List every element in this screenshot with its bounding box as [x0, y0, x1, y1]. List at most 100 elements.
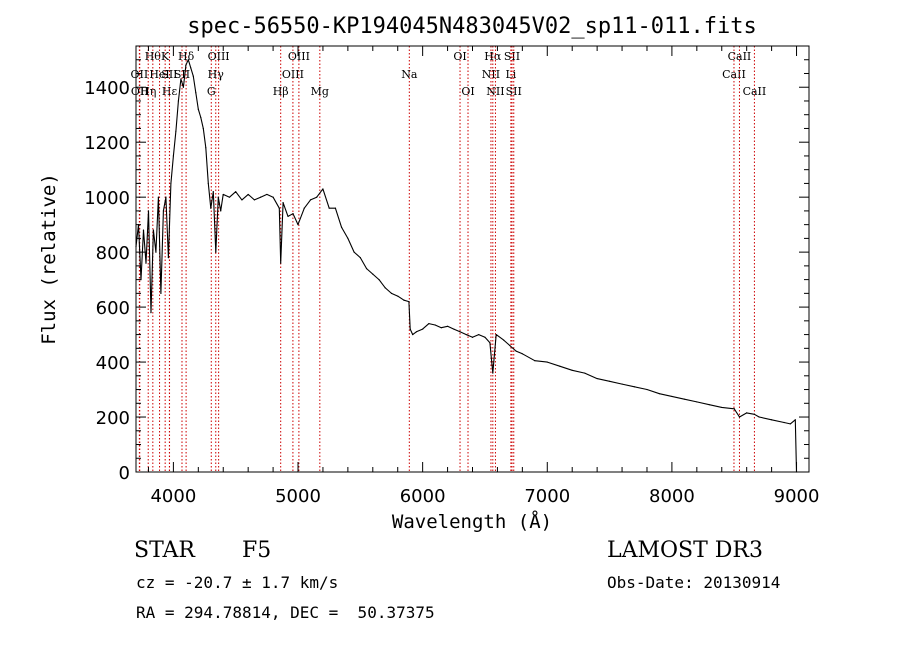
data-point-23 [192, 75, 194, 77]
data-point-59 [359, 257, 361, 259]
data-point-26 [200, 116, 202, 119]
data-point-40 [253, 199, 255, 201]
data-point-68 [409, 328, 411, 330]
data-point-67 [408, 301, 410, 303]
data-point-93 [584, 372, 586, 374]
data-point-90 [546, 361, 548, 363]
data-point-109 [758, 416, 760, 418]
chart-title: spec-56550-KP194045N483045V02_sp11-011.f… [187, 14, 757, 39]
survey-name: LAMOST DR3 [607, 538, 763, 563]
data-point-24 [195, 92, 197, 94]
data-point-94 [596, 377, 598, 380]
data-point-6 [150, 311, 152, 314]
object-subclass: F5 [242, 538, 272, 563]
data-point-71 [422, 328, 424, 330]
data-point-50 [303, 207, 305, 209]
data-point-112 [789, 423, 791, 425]
y-tick-label-0: 0 [119, 463, 130, 484]
data-point-63 [384, 287, 386, 289]
data-point-46 [282, 202, 284, 204]
data-point-97 [633, 386, 636, 388]
line-label-14: OIII [282, 68, 304, 81]
data-point-82 [489, 342, 491, 344]
y-tick-label-6: 1200 [84, 133, 130, 154]
data-point-36 [228, 196, 231, 198]
data-point-75 [446, 325, 449, 327]
line-label-12: OIII [208, 50, 230, 63]
data-point-11 [162, 210, 165, 212]
data-point-18 [180, 78, 182, 80]
data-point-60 [365, 268, 368, 270]
data-point-105 [733, 408, 735, 410]
data-point-66 [403, 299, 405, 301]
line-label-3: Hθ [145, 50, 162, 63]
data-point-74 [440, 327, 442, 329]
line-label-5: K [161, 50, 170, 63]
data-point-92 [571, 369, 573, 371]
data-point-3 [142, 229, 145, 231]
data-point-58 [353, 251, 355, 253]
line-label-25: SII [506, 85, 522, 98]
line-label-2: Hη [140, 85, 156, 98]
data-point-39 [247, 193, 249, 196]
data-point-103 [708, 404, 710, 406]
data-point-8 [155, 251, 157, 253]
x-tick-label-3: 7000 [524, 486, 570, 507]
line-label-13: Hβ [273, 85, 289, 98]
data-point-78 [465, 333, 467, 336]
data-point-13 [167, 257, 170, 259]
data-point-22 [190, 67, 192, 69]
data-point-69 [412, 333, 414, 336]
data-point-111 [783, 421, 785, 424]
data-point-10 [160, 292, 162, 294]
data-point-104 [721, 406, 723, 409]
data-point-88 [521, 353, 523, 355]
line-label-19: OI [461, 85, 474, 98]
x-tick-label-0: 4000 [150, 486, 196, 507]
data-point-27 [202, 127, 204, 130]
data-point-51 [309, 199, 312, 201]
y-tick-label-2: 400 [96, 353, 130, 374]
object-class: STAR [134, 538, 195, 563]
data-point-77 [459, 331, 461, 333]
y-tick-label-4: 800 [96, 243, 130, 264]
line-label-20: NII [482, 68, 500, 81]
data-point-62 [378, 279, 380, 281]
line-label-9: SII [174, 68, 190, 81]
redshift-velocity: cz = -20.7 ± 1.7 km/s [136, 573, 339, 592]
data-point-76 [453, 328, 455, 330]
line-label-22: NII [486, 85, 504, 98]
line-label-7: SII [161, 68, 177, 81]
line-label-28: CaII [743, 85, 767, 98]
data-point-15 [172, 155, 174, 157]
line-label-18: OI [453, 50, 466, 63]
data-point-80 [478, 333, 480, 336]
x-tick-label-5: 9000 [774, 486, 820, 507]
line-label-23: Li [505, 68, 516, 81]
data-point-87 [515, 350, 517, 352]
data-point-70 [415, 331, 418, 333]
data-point-98 [646, 388, 648, 391]
data-point-113 [794, 419, 796, 421]
line-label-1: OII [131, 85, 149, 98]
data-point-61 [372, 273, 374, 275]
data-point-73 [434, 324, 436, 326]
data-point-106 [738, 416, 741, 418]
data-point-33 [217, 196, 219, 198]
data-point-35 [222, 193, 224, 196]
data-point-16 [175, 130, 177, 132]
data-point-45 [280, 262, 282, 264]
data-point-29 [207, 182, 209, 185]
data-point-4 [145, 262, 147, 264]
data-point-38 [241, 199, 243, 201]
y-tick-label-7: 1400 [84, 78, 130, 99]
data-point-96 [621, 383, 623, 385]
data-point-30 [210, 207, 212, 209]
line-label-16: Mg [311, 85, 329, 98]
data-point-83 [492, 372, 494, 374]
data-point-48 [292, 213, 294, 215]
data-point-34 [220, 210, 222, 212]
observation-date: Obs-Date: 20130914 [607, 573, 781, 592]
data-point-42 [266, 193, 268, 196]
